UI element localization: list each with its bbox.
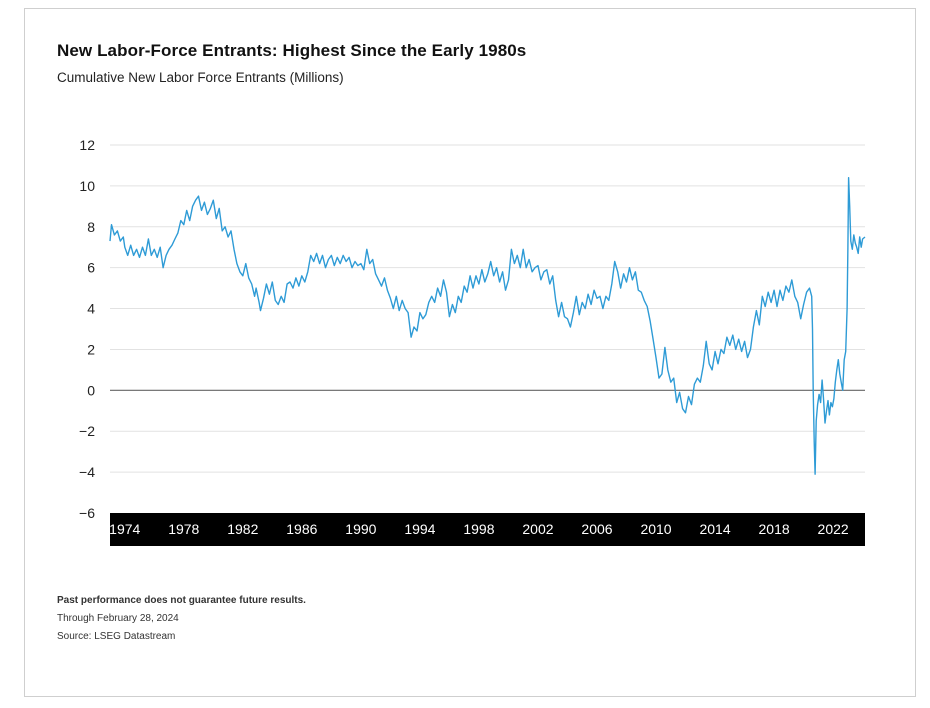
footnotes: Past performance does not guarantee futu… bbox=[57, 596, 306, 650]
x-tick-label: 2002 bbox=[522, 521, 553, 537]
y-tick-label: 2 bbox=[87, 341, 95, 357]
x-tick-label: 1986 bbox=[286, 521, 317, 537]
gridlines bbox=[110, 144, 865, 473]
x-tick-label: 1978 bbox=[168, 521, 199, 537]
x-tick-label: 1990 bbox=[345, 521, 376, 537]
y-tick-label: 10 bbox=[79, 178, 95, 194]
y-tick-label: 6 bbox=[87, 260, 95, 276]
x-tick-label: 2022 bbox=[818, 521, 849, 537]
x-tick-label: 1974 bbox=[109, 521, 140, 537]
chart-card bbox=[24, 8, 916, 697]
y-tick-label: −4 bbox=[79, 464, 95, 480]
y-tick-label: −2 bbox=[79, 423, 95, 439]
x-axis-band: 1974 1978 1982 1986 1990 1994 1998 2002 2006 2010… bbox=[109, 513, 865, 546]
through-date-text: Through February 28, 2024 bbox=[57, 613, 179, 624]
x-tick-label: 2014 bbox=[699, 521, 730, 537]
chart-subtitle: Cumulative New Labor Force Entrants (Mil… bbox=[57, 70, 344, 85]
series-layer bbox=[109, 177, 866, 475]
source-text: Source: LSEG Datastream bbox=[57, 631, 176, 642]
y-tick-label: −6 bbox=[79, 505, 95, 521]
disclaimer-text: Past performance does not guarantee futu… bbox=[57, 595, 306, 606]
chart-title: New Labor-Force Entrants: Highest Since … bbox=[57, 41, 527, 60]
y-tick-label: 8 bbox=[87, 219, 95, 235]
x-tick-label: 2018 bbox=[759, 521, 790, 537]
x-tick-label: 1982 bbox=[227, 521, 258, 537]
y-tick-label: 12 bbox=[79, 137, 95, 153]
y-tick-label: 0 bbox=[87, 382, 95, 398]
y-tick-label: 4 bbox=[87, 301, 95, 317]
x-tick-label: 2006 bbox=[581, 521, 612, 537]
x-tick-label: 2010 bbox=[640, 521, 671, 537]
x-axis-band-background bbox=[110, 513, 865, 546]
x-tick-label: 1994 bbox=[404, 521, 435, 537]
x-tick-label: 1998 bbox=[463, 521, 494, 537]
y-axis-ticks: 12 10 8 6 4 2 0 −2 −4 −6 bbox=[79, 137, 95, 521]
series-line bbox=[109, 177, 866, 475]
